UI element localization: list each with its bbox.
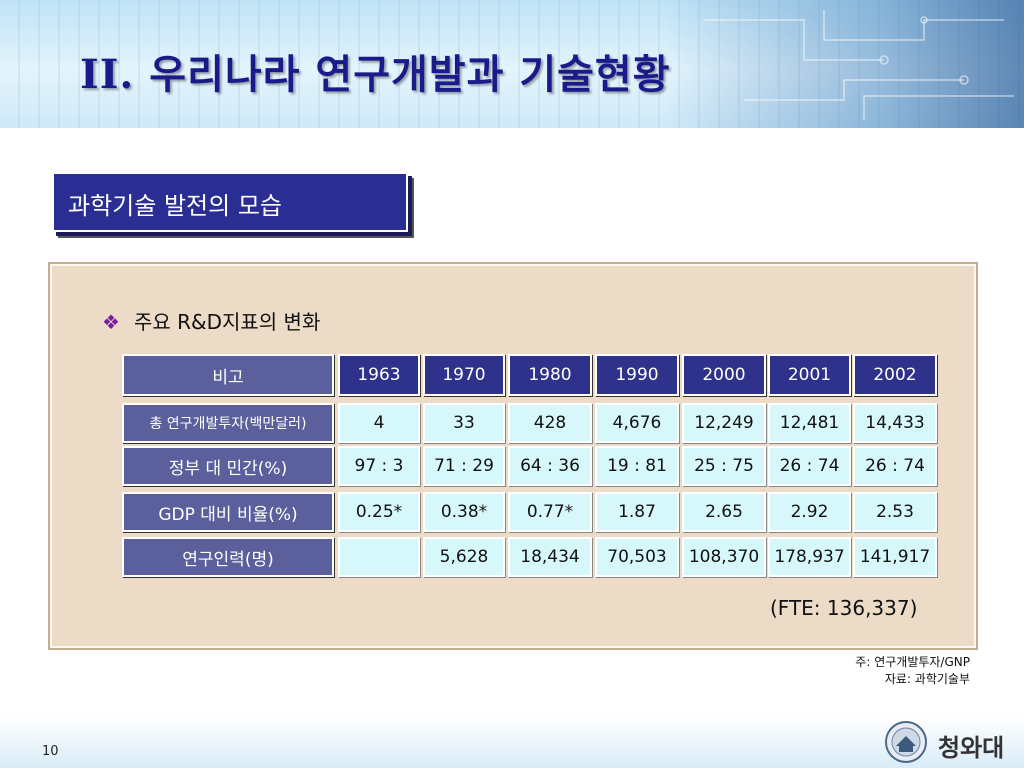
table-cell: 2.92 (768, 492, 851, 532)
table-cell: 2.53 (853, 492, 937, 532)
table-cell: 19 : 81 (595, 446, 679, 486)
header-circuit-art (664, 0, 1024, 128)
slide-title: II. 우리나라 연구개발과 기술현황 (80, 51, 671, 98)
bullet-heading-text: 주요 R&D지표의 변화 (133, 310, 321, 334)
table-cell: 33 (423, 403, 505, 443)
table-header-year: 1970 (423, 354, 505, 396)
table-cell: 2.65 (682, 492, 766, 532)
table-header-year: 1963 (338, 354, 420, 396)
diamond-bullet-icon: ❖ (102, 310, 120, 334)
table-cell: 26 : 74 (853, 446, 937, 486)
logo-text: 청와대 (938, 733, 1005, 762)
bullet-heading: ❖ 주요 R&D지표의 변화 (102, 306, 320, 335)
table-header-year: 2000 (682, 354, 766, 396)
table-cell: 97 : 3 (338, 446, 420, 486)
table-cell: 4,676 (595, 403, 679, 443)
table-cell: 1.87 (595, 492, 679, 532)
table-cell: 4 (338, 403, 420, 443)
table-cell: 5,628 (423, 537, 505, 577)
page-number: 10 (42, 744, 59, 759)
fte-note: (FTE: 136,337) (770, 596, 918, 620)
table-cell (338, 537, 420, 577)
table-header-year: 1990 (595, 354, 679, 396)
table-header-label: 비고 (122, 354, 334, 396)
table-cell: 12,481 (768, 403, 851, 443)
table-cell: 0.77* (508, 492, 592, 532)
table-cell: 25 : 75 (682, 446, 766, 486)
table-cell: 71 : 29 (423, 446, 505, 486)
table-cell: 18,434 (508, 537, 592, 577)
table-row-label: 정부 대 민간(%) (122, 446, 334, 486)
table-cell: 0.38* (423, 492, 505, 532)
table-header-year: 1980 (508, 354, 592, 396)
table-header-year: 2002 (853, 354, 937, 396)
table-cell: 70,503 (595, 537, 679, 577)
table-header-year: 2001 (768, 354, 851, 396)
footnotes: 주: 연구개발투자/GNP 자료: 과학기술부 (855, 654, 970, 688)
footer-bar (0, 716, 1024, 768)
table-row-label: 연구인력(명) (122, 537, 334, 577)
section-subtitle: 과학기술 발전의 모습 (68, 192, 282, 220)
table-cell: 178,937 (768, 537, 851, 577)
cheongwadae-seal-icon (885, 721, 927, 763)
table-cell: 428 (508, 403, 592, 443)
header-banner (0, 0, 1024, 128)
table-row-label: 총 연구개발투자(백만달러) (122, 403, 334, 443)
table-cell: 0.25* (338, 492, 420, 532)
table-cell: 14,433 (853, 403, 937, 443)
table-cell: 64 : 36 (508, 446, 592, 486)
circuit-decoration-icon (704, 10, 1014, 120)
section-subtitle-box: 과학기술 발전의 모습 (52, 172, 408, 232)
table-cell: 141,917 (853, 537, 937, 577)
cheongwadae-logo: 청와대 (884, 720, 1024, 764)
table-cell: 12,249 (682, 403, 766, 443)
table-cell: 108,370 (682, 537, 766, 577)
table-row-label: GDP 대비 비율(%) (122, 492, 334, 532)
footnote-note: 주: 연구개발투자/GNP (855, 655, 970, 669)
table-cell: 26 : 74 (768, 446, 851, 486)
footnote-source: 자료: 과학기술부 (884, 672, 970, 686)
